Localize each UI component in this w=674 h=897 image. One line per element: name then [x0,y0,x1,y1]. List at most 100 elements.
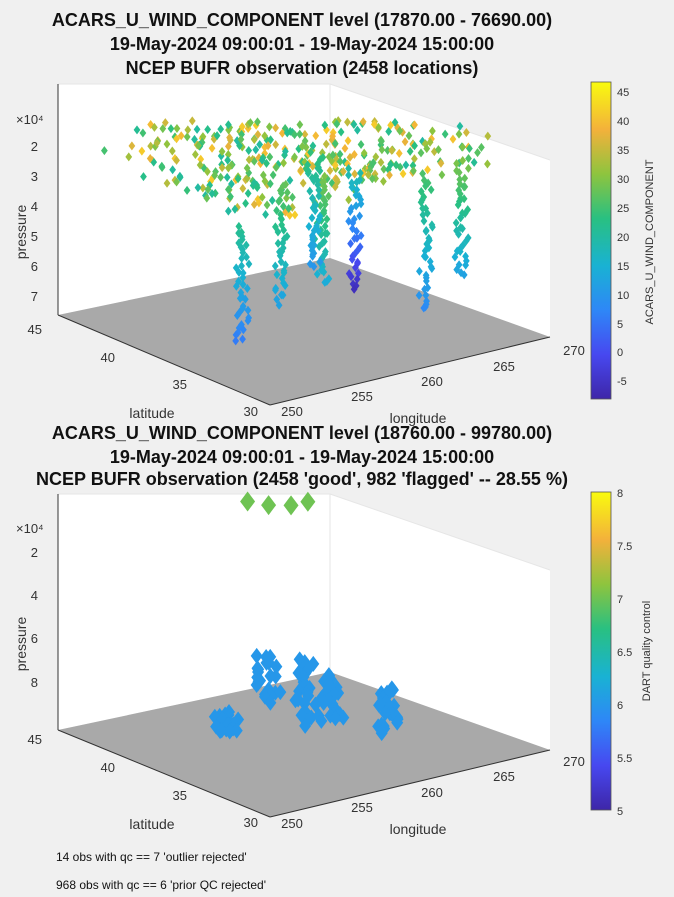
panel-1-data-point [316,257,324,267]
panel-1-data-point [310,176,318,186]
panel-1-data-point [169,165,177,175]
panel-1-data-point [337,127,345,137]
panel-2-qc6-point [230,722,243,739]
panel-1-data-point [460,182,468,192]
panel-1-data-point [357,139,365,149]
panel-2-box-edges [58,493,551,672]
panel-2-qc6-point [264,694,277,711]
panel-1-data-point [305,166,312,176]
panel-1-data-point [296,129,304,139]
panel-1-data-point [357,168,364,178]
panel-2-qc6-point [391,714,404,731]
panel-1-data-point [226,133,233,143]
panel-1-data-point [158,161,166,171]
panel-1-data-point [258,155,266,165]
panel-2-qc7-point [261,495,277,516]
panel-1-x-tick: 270 [563,343,585,358]
panel-1-data-point [286,126,294,136]
panel-1-data-point [470,157,478,167]
panel-1-data-point [372,152,380,162]
panel-1-data-point [422,276,430,286]
panel-1-data-point [321,249,329,259]
panel-1-data-point [245,259,253,269]
panel-1-y-label: latitude [129,405,174,421]
panel-1-z-tick: 7 [31,289,38,304]
panel-1-data-point [274,227,282,237]
panel-1-data-point [274,238,282,248]
panel-1-data-point [315,185,323,195]
panel-1-data-point [461,208,469,218]
panel-1-data-point [298,141,306,151]
panel-2-floor [58,672,550,817]
panel-1-x-ticks: 250 255 260 265 270 [281,343,585,419]
panel-1-data-point [345,195,353,205]
panel-1-colorbar-tick: 15 [617,261,629,273]
panel-1-data-point [101,146,108,156]
panel-1-data-point [244,305,252,315]
panel-2-qc6-point [289,692,302,709]
panel-1-data-point [409,161,417,171]
panel-2-colorbar-tick: 7.5 [617,541,632,553]
panel-1-y-ticks: 45 40 35 30 [28,322,258,419]
panel-2-qc6-point [337,709,350,726]
panel-1-x-tick: 250 [281,404,303,419]
panel-1-data-point [225,125,232,135]
panel-1-data-point [386,170,393,180]
panel-2-qc7-point [240,491,256,512]
panel-1-data-point [238,122,246,132]
panel-1-data-point [168,146,176,156]
panel-1-data-point [236,293,244,303]
panel-1-data-point [422,226,430,236]
panel-2-colorbar-tick: 5 [617,806,623,818]
panel-1-data-point [252,145,260,155]
panel-1-data-point [411,141,418,151]
panel-1-data-point [173,155,180,165]
panel-1-axes [57,84,551,406]
panel-2-qc6-point [250,647,263,664]
panel-1-data-point [253,183,261,193]
panel-2-scatter-points [208,491,404,742]
panel-1-data-point [401,137,409,147]
panel-1-data-point [424,165,431,175]
panel-1-data-point [325,191,332,201]
panel-2-qc6-point [329,710,342,727]
panel-1-data-point [275,300,283,310]
panel-1-data-point [208,189,216,199]
panel-1-data-point [416,266,423,276]
panel-1-data-point [218,163,226,173]
panel-1-data-point [217,172,225,182]
panel-1-data-point [138,146,146,156]
panel-1-data-point [204,125,212,135]
panel-2-x-label: longitude [390,821,447,837]
panel-1-data-point [351,149,358,159]
panel-1-data-point [368,174,376,184]
panel-1-data-point [262,209,269,219]
panel-1-data-point [272,123,280,133]
panel-1-data-point [459,142,467,152]
panel-1-data-point [204,184,212,194]
panel-1-data-point [191,134,198,144]
panel-1-data-point [286,175,294,185]
panel-1-data-point [364,170,372,180]
panel-1-data-point [321,277,329,287]
panel-1-data-point [242,240,250,250]
panel-1-colorbar-tick: 30 [617,174,629,186]
panel-1-data-point [378,136,385,146]
panel-1-data-point [351,169,359,179]
panel-1-data-point [311,206,319,216]
panel-1-data-point [354,125,361,135]
panel-1-data-point [465,163,472,173]
panel-1-data-point [478,142,485,152]
panel-1-data-point [304,160,312,170]
panel-2-qc6-point [274,684,287,701]
panel-1-data-point [291,152,298,162]
panel-1-data-point [197,154,205,164]
panel-2-colorbar-tick: 6 [617,700,623,712]
panel-1-data-point [173,177,180,187]
panel-1-data-point [406,146,414,156]
panel-1-data-point [193,124,201,134]
panel-2-title-line-1: ACARS_U_WIND_COMPONENT level (18760.00 -… [52,423,552,443]
panel-2-x-tick: 265 [493,769,515,784]
panel-1-data-point [250,135,258,145]
panel-1-data-point [336,149,344,159]
